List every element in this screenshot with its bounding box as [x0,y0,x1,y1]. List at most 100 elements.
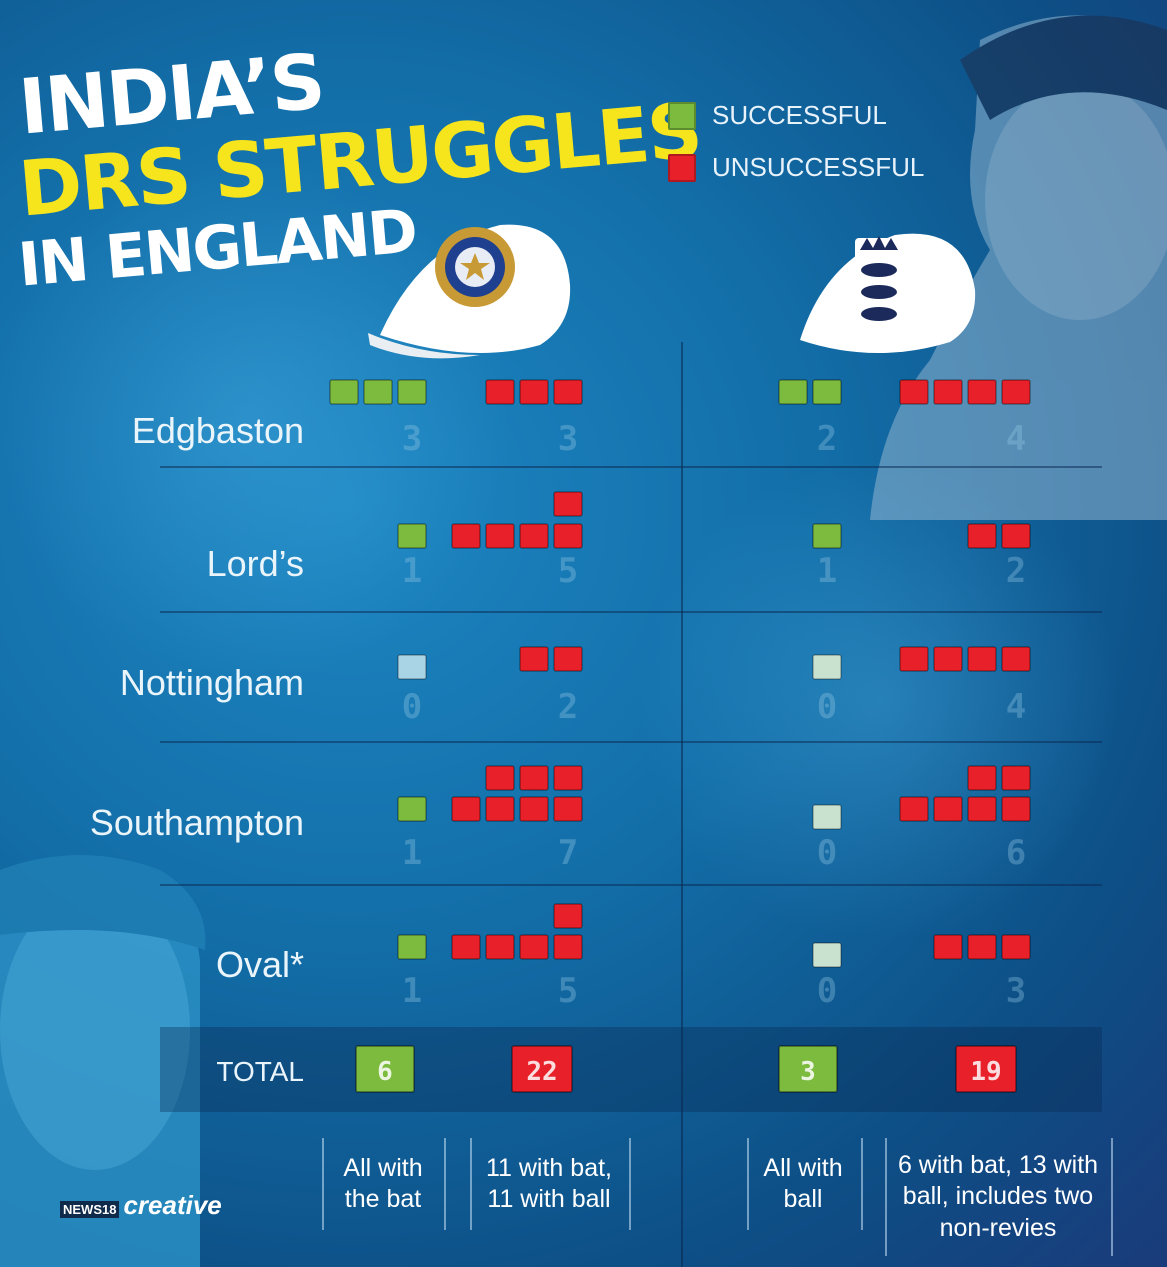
row-4-england_success-zero-marker [812,942,842,968]
row-4-india_fail-square [485,934,515,960]
venue-label-edgbaston: Edgbaston [131,410,304,451]
row-0-england_success-count: 2 [817,419,837,459]
legend-swatch-successful [668,101,696,130]
venue-label-oval: Oval* [215,944,304,985]
venue-label-lords: Lord’s [206,543,304,584]
row-1-india_fail-square [553,523,583,549]
row-0-india_fail-square [519,379,549,405]
row-4-india_fail-square [553,903,583,929]
row-3-india_fail-square [519,765,549,791]
total-band [160,1027,1102,1112]
row-0-india_success-count: 3 [402,419,422,459]
row-1-india_success-count: 1 [402,551,422,591]
row-0-england_fail-square [1001,379,1031,405]
row-1-india_fail-square [451,523,481,549]
row-3-england_fail-square [1001,796,1031,822]
note-india-success: All with the bat [343,1153,423,1213]
legend-label-unsuccessful: UNSUCCESSFUL [712,152,925,182]
total-value-england_success: 3 [800,1057,816,1087]
venue-label-southampton: Southampton [89,802,304,843]
row-3-england_success-count: 0 [817,833,837,873]
row-1-england_fail-count: 2 [1006,551,1026,591]
row-0-india_success-square [329,379,359,405]
total-label: TOTAL [216,1056,304,1087]
row-2-england_success-count: 0 [817,687,837,727]
row-1-india_fail-count: 5 [558,551,578,591]
venue-label-nottingham: Nottingham [119,662,304,703]
row-2-india_fail-square [519,646,549,672]
row-2-india_fail-square [553,646,583,672]
total-box-india_success [355,1045,415,1093]
row-0-england_fail-square [967,379,997,405]
row-3-india_fail-square [451,796,481,822]
row-3-india_fail-count: 7 [558,833,578,873]
legend-successful: SUCCESSFUL [668,100,887,131]
total-value-england_fail: 19 [970,1057,1001,1087]
row-4-india_fail-count: 5 [558,971,578,1011]
row-3-india_fail-square [553,796,583,822]
row-1-england_success-square [812,523,842,549]
row-4-india_fail-square [519,934,549,960]
row-4-england_fail-square [1001,934,1031,960]
note-bracket-england-fail [885,1138,1113,1256]
row-0-england_fail-count: 4 [1006,419,1026,459]
brand-creative: creative [123,1190,222,1220]
row-2-india_success-zero-marker [397,654,427,680]
total-box-india_fail [511,1045,573,1093]
row-4-england_fail-square [967,934,997,960]
row-2-england_fail-square [1001,646,1031,672]
note-bracket-india-success [322,1138,446,1230]
row-0-india_fail-count: 3 [558,419,578,459]
news18-creative-logo: NEWS18 creative [60,1190,222,1221]
legend-unsuccessful: UNSUCCESSFUL [668,152,924,183]
row-0-england_success-square [778,379,808,405]
row-2-england_fail-square [933,646,963,672]
row-3-england_fail-square [967,796,997,822]
row-2-india_fail-count: 2 [558,687,578,727]
note-india-fail: 11 with bat, 11 with ball [485,1153,612,1213]
row-2-england_fail-square [967,646,997,672]
row-3-india_fail-square [485,765,515,791]
row-1-india_fail-square [519,523,549,549]
row-0-england_fail-square [899,379,929,405]
england-cap-icon [800,233,976,354]
row-2-england_fail-count: 4 [1006,687,1026,727]
row-3-england_success-zero-marker [812,804,842,830]
row-1-england_fail-square [967,523,997,549]
row-0-india_fail-square [553,379,583,405]
row-3-india_success-square [397,796,427,822]
legend-label-successful: SUCCESSFUL [712,100,887,130]
row-1-india_success-square [397,523,427,549]
row-0-india_success-square [397,379,427,405]
row-4-india_success-count: 1 [402,971,422,1011]
row-1-india_fail-square [485,523,515,549]
row-4-england_success-count: 0 [817,971,837,1011]
total-value-india_fail: 22 [526,1057,557,1087]
total-box-england_success [778,1045,838,1093]
row-2-england_fail-square [899,646,929,672]
legend-swatch-unsuccessful [668,153,696,182]
row-3-india_fail-square [553,765,583,791]
note-england-fail: 6 with bat, 13 with ball, includes two n… [897,1151,1099,1242]
row-4-england_fail-count: 3 [1006,971,1026,1011]
row-0-india_fail-square [485,379,515,405]
row-1-england_fail-square [1001,523,1031,549]
row-4-india_success-square [397,934,427,960]
row-0-england_fail-square [933,379,963,405]
row-4-india_fail-square [451,934,481,960]
row-3-india_success-count: 1 [402,833,422,873]
total-box-england_fail [955,1045,1017,1093]
row-2-india_success-count: 0 [402,687,422,727]
row-0-england_success-square [812,379,842,405]
row-2-england_success-zero-marker [812,654,842,680]
row-3-india_fail-square [519,796,549,822]
row-3-england_fail-count: 6 [1006,833,1026,873]
row-3-england_fail-square [933,796,963,822]
total-value-india_success: 6 [377,1057,393,1087]
row-3-india_fail-square [485,796,515,822]
bcci-cap-icon [368,224,571,359]
brand-news: NEWS18 [60,1201,120,1218]
